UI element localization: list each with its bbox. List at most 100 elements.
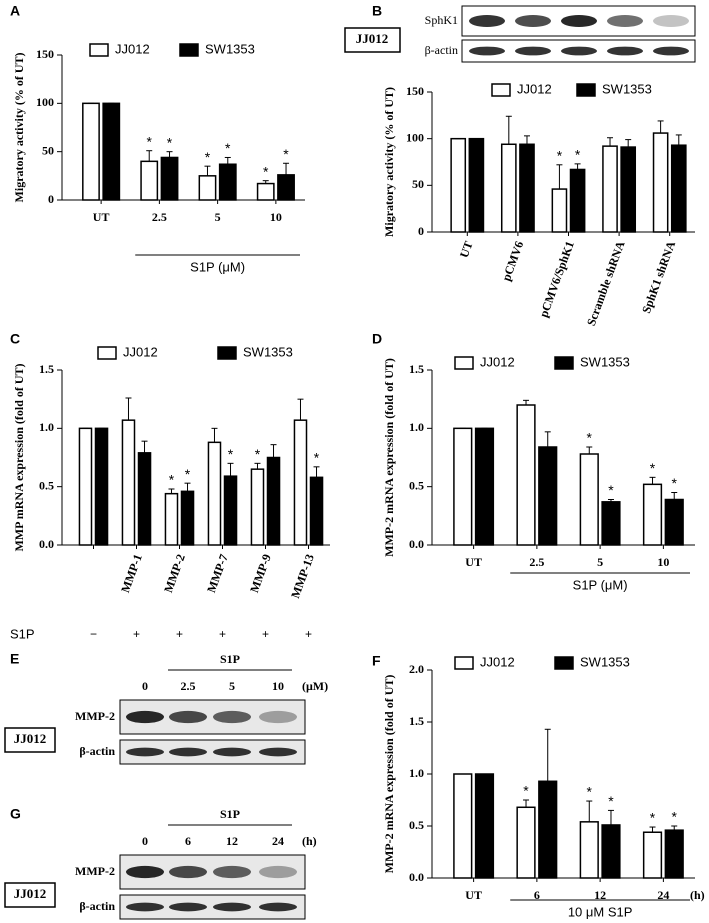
bar <box>293 419 308 546</box>
blot-row-label: β-actin <box>425 43 458 57</box>
treatment-label: S1P <box>220 652 240 666</box>
x-tick-label: 10 <box>657 555 669 569</box>
x-tick-label: 24 <box>657 888 669 902</box>
legend-swatch <box>454 356 474 370</box>
significance-star: * <box>225 140 231 156</box>
bar <box>82 102 100 201</box>
lane-label: 24 <box>272 834 284 848</box>
cell-line-box <box>344 27 401 53</box>
x-tick-label: 6 <box>534 888 540 902</box>
blot-band <box>213 710 251 724</box>
legend-swatch <box>576 83 596 97</box>
bar <box>453 427 473 546</box>
blot-band <box>469 46 505 56</box>
legend-label: JJ012 <box>480 654 515 669</box>
x-tick-label: 12 <box>594 888 606 902</box>
group-label: S1P (μM) <box>573 577 628 592</box>
bar <box>670 144 687 233</box>
bar <box>538 780 558 879</box>
legend-swatch <box>491 83 511 97</box>
x-tick-label: MMP-2 <box>161 552 188 594</box>
significance-star: * <box>255 446 261 462</box>
treatment-label: S1P <box>220 807 240 821</box>
blot-band <box>213 865 251 879</box>
x-tick-label: MMP-1 <box>118 552 145 594</box>
y-tick-label: 0.0 <box>409 870 424 884</box>
x-tick-label: UT <box>465 888 482 902</box>
bar <box>579 453 599 546</box>
blot-band <box>213 747 251 757</box>
legend-label: SW1353 <box>602 81 652 96</box>
x-tick-label: Scramble shRNA <box>584 239 628 328</box>
bar <box>468 137 485 233</box>
blot-band <box>259 747 297 757</box>
bar <box>642 483 663 546</box>
row-label: S1P <box>10 626 35 641</box>
blot-band <box>515 15 551 27</box>
significance-star: * <box>314 450 320 466</box>
y-tick-label: 50 <box>42 143 54 157</box>
bar <box>250 468 265 546</box>
row-value: − <box>90 627 97 641</box>
lane-label: 0 <box>142 679 148 693</box>
blot-band <box>607 15 643 27</box>
legend-swatch <box>554 356 574 370</box>
y-axis-title: MMP mRNA expression (fold of UT) <box>12 363 26 551</box>
y-tick-label: 1.0 <box>409 420 424 434</box>
blot-band <box>126 710 164 724</box>
y-tick-label: 1.0 <box>409 766 424 780</box>
significance-star: * <box>146 133 152 149</box>
legend-label: SW1353 <box>580 654 630 669</box>
blot-band <box>259 710 297 724</box>
lane-label: 0 <box>142 834 148 848</box>
legend-label: JJ012 <box>123 344 158 359</box>
bar <box>519 143 535 233</box>
group-label: 10 μM S1P <box>568 904 633 919</box>
lane-label: 12 <box>226 834 238 848</box>
bar <box>450 137 467 233</box>
legend-swatch <box>89 43 109 57</box>
bar <box>601 501 621 546</box>
y-tick-label: 0.5 <box>39 478 54 492</box>
legend-swatch <box>217 346 237 360</box>
blot-band <box>607 46 643 56</box>
bar <box>474 773 495 879</box>
lane-label: 5 <box>229 679 235 693</box>
bar <box>569 168 586 233</box>
y-tick-label: 150 <box>36 47 54 61</box>
x-tick-label: SphK1 shRNA <box>639 239 678 315</box>
bar <box>164 492 179 546</box>
bar <box>474 427 495 546</box>
row-value: + <box>176 627 183 641</box>
panel-label: E <box>10 651 19 667</box>
legend-label: SW1353 <box>580 354 630 369</box>
row-value: + <box>133 627 140 641</box>
bar <box>102 102 121 201</box>
bar <box>137 452 152 546</box>
blot-band <box>126 902 164 912</box>
y-tick-label: 0.5 <box>409 818 424 832</box>
legend-label: JJ012 <box>480 354 515 369</box>
x-tick-label: 2.5 <box>152 210 167 224</box>
lane-label: 2.5 <box>181 679 196 693</box>
x-tick-label: MMP-9 <box>247 552 274 594</box>
unit-label: (h) <box>690 888 705 902</box>
lane-unit: (μM) <box>302 679 328 693</box>
bar <box>652 132 669 233</box>
cell-line-label: JJ012 <box>14 731 47 746</box>
bar <box>516 404 536 546</box>
bar <box>620 146 637 233</box>
bar <box>453 773 473 879</box>
blot-band <box>653 46 689 56</box>
legend-swatch <box>179 43 199 57</box>
blot-band <box>469 15 505 27</box>
significance-star: * <box>650 460 656 476</box>
panel-label: F <box>372 653 381 669</box>
significance-star: * <box>587 784 593 800</box>
blot-band <box>169 747 207 757</box>
bar <box>516 806 536 879</box>
blot-row-label: β-actin <box>79 899 115 913</box>
bar <box>500 143 517 233</box>
blot-band <box>259 902 297 912</box>
significance-star: * <box>672 809 678 825</box>
